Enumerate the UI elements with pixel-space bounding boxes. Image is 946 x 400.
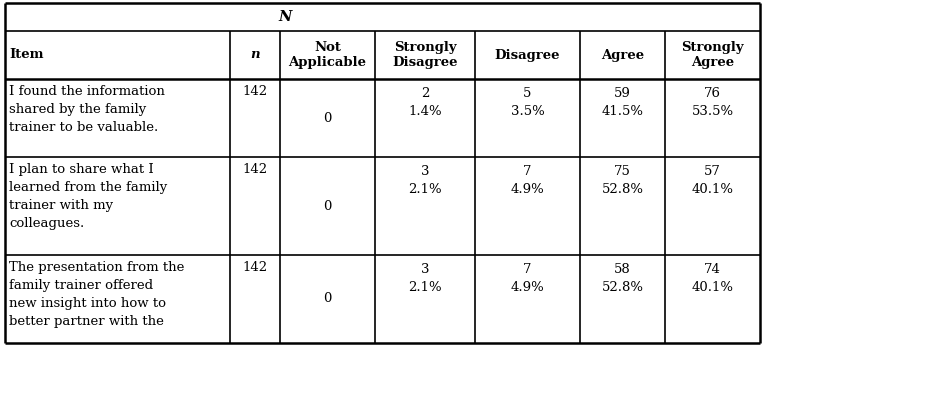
Text: 74
40.1%: 74 40.1% (692, 263, 733, 294)
Text: 3
2.1%: 3 2.1% (408, 263, 442, 294)
Text: 7
4.9%: 7 4.9% (511, 263, 544, 294)
Text: 3
2.1%: 3 2.1% (408, 165, 442, 196)
Text: N: N (278, 10, 292, 24)
Text: Agree: Agree (601, 48, 644, 62)
Text: 142: 142 (242, 261, 268, 274)
Text: 7
4.9%: 7 4.9% (511, 165, 544, 196)
Text: Item: Item (9, 48, 44, 62)
Text: I found the information
shared by the family
trainer to be valuable.: I found the information shared by the fa… (9, 85, 165, 134)
Text: 5
3.5%: 5 3.5% (511, 87, 544, 118)
Text: 0: 0 (324, 112, 332, 124)
Text: The presentation from the
family trainer offered
new insight into how to
better : The presentation from the family trainer… (9, 261, 184, 328)
Text: I plan to share what I
learned from the family
trainer with my
colleagues.: I plan to share what I learned from the … (9, 163, 167, 230)
Text: Disagree: Disagree (495, 48, 560, 62)
Text: 0: 0 (324, 292, 332, 306)
Text: Strongly
Disagree: Strongly Disagree (393, 41, 458, 69)
Text: 0: 0 (324, 200, 332, 212)
Text: 58
52.8%: 58 52.8% (602, 263, 643, 294)
Text: 2
1.4%: 2 1.4% (408, 87, 442, 118)
Text: 76
53.5%: 76 53.5% (692, 87, 733, 118)
Text: 142: 142 (242, 163, 268, 176)
Text: n: n (250, 48, 260, 62)
Text: 75
52.8%: 75 52.8% (602, 165, 643, 196)
Text: Strongly
Agree: Strongly Agree (681, 41, 744, 69)
Text: 142: 142 (242, 85, 268, 98)
Text: 57
40.1%: 57 40.1% (692, 165, 733, 196)
Text: 59
41.5%: 59 41.5% (602, 87, 643, 118)
Text: Not
Applicable: Not Applicable (289, 41, 366, 69)
